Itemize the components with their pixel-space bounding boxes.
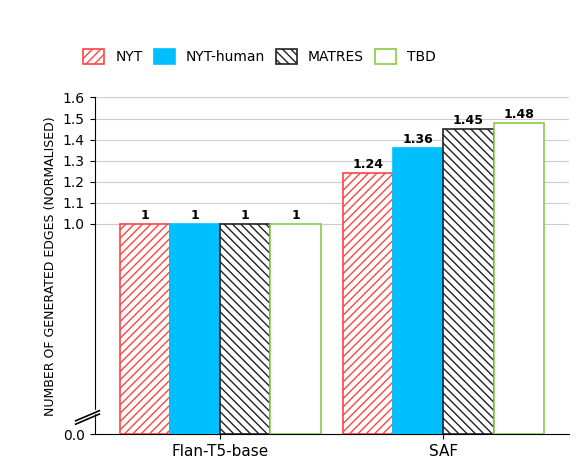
Bar — [170, 224, 220, 434]
Bar — [393, 148, 443, 434]
Y-axis label: NUMBER OF GENERATED EDGES (NORMALISED): NUMBER OF GENERATED EDGES (NORMALISED) — [44, 116, 57, 416]
Bar — [493, 123, 544, 434]
Bar — [343, 173, 393, 434]
Bar — [120, 224, 170, 434]
Text: 1.48: 1.48 — [503, 108, 534, 120]
Bar — [443, 129, 493, 434]
Bar — [270, 224, 321, 434]
Text: 1.36: 1.36 — [403, 133, 434, 146]
Text: 1: 1 — [291, 209, 300, 222]
Legend: NYT, NYT-human, MATRES, TBD: NYT, NYT-human, MATRES, TBD — [78, 44, 442, 70]
Text: 1: 1 — [191, 209, 200, 222]
Text: 1: 1 — [141, 209, 149, 222]
Text: 1: 1 — [241, 209, 250, 222]
Text: 1.45: 1.45 — [453, 114, 484, 127]
Bar — [220, 224, 270, 434]
Text: 1.24: 1.24 — [353, 158, 384, 171]
